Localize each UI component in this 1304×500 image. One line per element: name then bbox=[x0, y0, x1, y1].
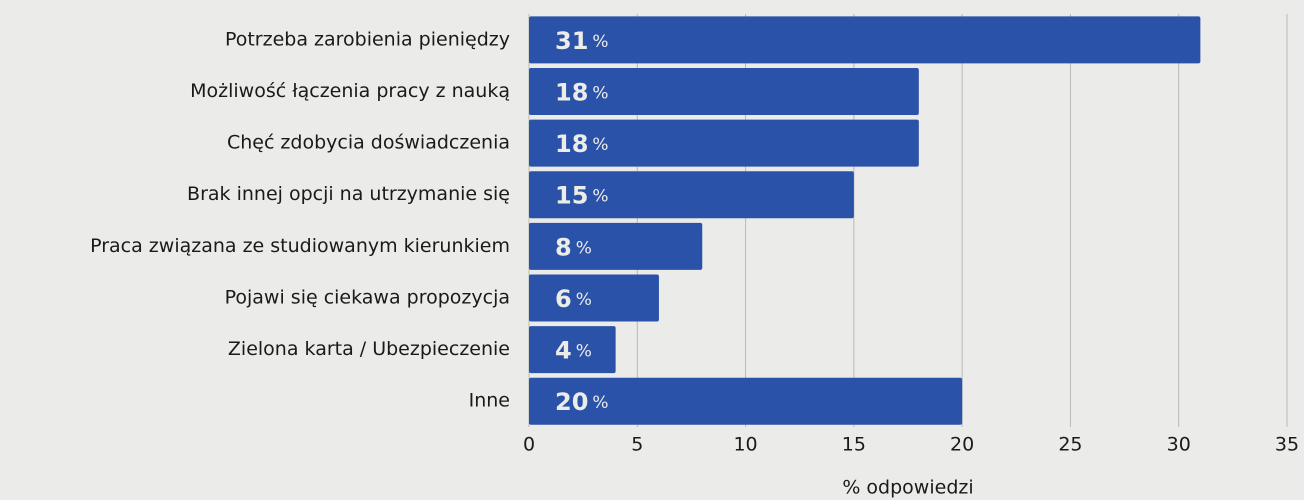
value-label: 4% bbox=[555, 337, 592, 365]
value-unit: % bbox=[592, 83, 608, 103]
x-tick-label: 15 bbox=[842, 434, 866, 456]
y-tick-label: Pojawi się ciekawa propozycja bbox=[225, 286, 510, 308]
x-tick-label: 5 bbox=[631, 434, 643, 456]
y-tick-label: Praca związana ze studiowanym kierunkiem bbox=[90, 235, 510, 257]
x-tick-label: 0 bbox=[523, 434, 535, 456]
value-number: 20 bbox=[555, 388, 588, 416]
value-unit: % bbox=[576, 290, 592, 310]
value-number: 18 bbox=[555, 130, 588, 158]
value-number: 6 bbox=[555, 285, 572, 313]
y-tick-label: Zielona karta / Ubezpieczenie bbox=[228, 338, 510, 360]
bar bbox=[529, 67, 919, 115]
x-tick-label: 25 bbox=[1058, 434, 1082, 456]
value-unit: % bbox=[592, 32, 608, 52]
y-tick-label: Chęć zdobycia doświadczenia bbox=[227, 132, 510, 154]
x-tick-label: 10 bbox=[733, 434, 757, 456]
y-tick-label: Brak innej opcji na utrzymanie się bbox=[187, 183, 510, 205]
value-number: 4 bbox=[555, 337, 572, 365]
y-tick-label: Potrzeba zarobienia pieniędzy bbox=[225, 28, 510, 50]
value-label: 18% bbox=[555, 130, 609, 158]
value-label: 15% bbox=[555, 182, 609, 210]
value-unit: % bbox=[576, 342, 592, 362]
value-label: 20% bbox=[555, 388, 609, 416]
y-tick-label: Inne bbox=[469, 390, 510, 412]
value-label: 8% bbox=[555, 233, 592, 261]
value-number: 31 bbox=[555, 27, 588, 55]
bar bbox=[529, 119, 919, 167]
value-number: 8 bbox=[555, 233, 572, 261]
value-unit: % bbox=[592, 135, 608, 155]
value-label: 31% bbox=[555, 27, 609, 55]
bar bbox=[529, 222, 703, 270]
bar bbox=[529, 326, 616, 374]
x-tick-label: 35 bbox=[1275, 434, 1299, 456]
bar bbox=[529, 171, 854, 219]
value-unit: % bbox=[592, 393, 608, 413]
value-unit: % bbox=[592, 187, 608, 207]
x-tick-label: 30 bbox=[1167, 434, 1191, 456]
x-tick-label: 20 bbox=[950, 434, 974, 456]
x-axis-label: % odpowiedzi bbox=[842, 477, 973, 499]
bar bbox=[529, 377, 963, 425]
y-tick-label: Możliwość łączenia pracy z nauką bbox=[190, 80, 510, 102]
value-unit: % bbox=[576, 238, 592, 258]
value-label: 6% bbox=[555, 285, 592, 313]
bar bbox=[529, 16, 1201, 64]
value-label: 18% bbox=[555, 78, 609, 106]
bar bbox=[529, 274, 659, 322]
value-number: 18 bbox=[555, 78, 588, 106]
value-number: 15 bbox=[555, 182, 588, 210]
